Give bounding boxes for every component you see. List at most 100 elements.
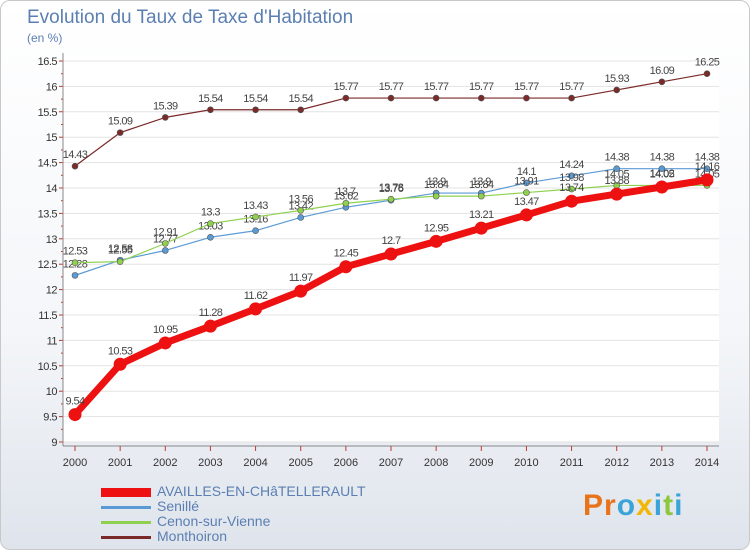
data-point [71,259,79,266]
data-point [655,180,669,194]
y-tick-label: 14 [46,183,58,195]
data-point [474,221,488,235]
y-tick-label: 11.5 [38,310,57,322]
data-label: 14.16 [695,161,720,173]
x-tick-label: 2007 [379,457,403,469]
data-label: 13.91 [514,176,539,188]
data-point [113,357,127,371]
data-label: 12.58 [108,243,133,255]
data-label: 14.05 [650,168,675,180]
data-label: 12.45 [334,248,359,260]
data-point [158,336,172,350]
data-label: 15.77 [469,81,494,93]
logo-letter: x [636,489,654,522]
data-label: 15.54 [288,93,313,105]
chart-legend: AVAILLES-EN-CHâTELLERAULT Senillé Cenon-… [101,483,401,545]
data-label: 15.93 [604,73,629,85]
data-label: 13.84 [424,179,449,191]
x-tick-label: 2005 [288,457,312,469]
y-tick-label: 13 [46,234,58,246]
logo-letter: t [663,489,675,522]
data-point [342,199,350,207]
data-label: 15.54 [198,93,223,105]
y-tick-label: 16 [46,81,58,93]
logo-letter: P [583,489,605,522]
data-point [703,165,711,172]
data-label: 13.9 [427,176,446,188]
data-label: 16.09 [650,65,675,77]
data-label: 15.77 [559,81,584,93]
data-point [161,247,169,254]
data-point [613,86,621,94]
logo-letter: o [616,489,637,522]
x-tick-label: 2009 [469,457,493,469]
legend-item: AVAILLES-EN-CHâTELLERAULT [101,483,401,500]
x-tick-label: 2008 [424,457,448,469]
data-point [207,220,214,227]
x-tick-label: 2010 [514,457,538,469]
data-label: 13.43 [243,200,268,212]
chart-subtitle: (en %) [27,31,63,45]
data-point [297,106,305,114]
legend-swatch [101,536,151,539]
legend-swatch [101,488,151,497]
data-label: 12.91 [153,226,178,238]
data-point [71,162,79,170]
y-tick-label: 9.5 [43,412,57,424]
data-point [523,94,530,102]
data-label: 14.24 [559,159,584,171]
legend-swatch [101,521,151,524]
data-point [703,70,711,77]
data-label: 13.21 [469,209,494,221]
proxiti-logo: Proxiti [583,489,683,523]
data-point [252,213,259,221]
data-label: 12.53 [63,246,88,258]
legend-item: Senillé [101,498,401,515]
data-point [387,94,395,102]
data-point [658,78,666,86]
data-label: 10.95 [153,324,178,336]
data-point [249,302,263,316]
legend-swatch [101,506,151,509]
x-tick-label: 2012 [604,457,628,469]
data-point [387,195,395,203]
data-point [116,258,124,265]
data-point [610,187,624,201]
y-tick-label: 10 [46,386,58,398]
data-label: 14.1 [517,166,536,178]
data-label: 13.56 [288,193,313,205]
data-label: 16.25 [695,57,720,69]
data-point [658,165,666,172]
y-tick-label: 10.5 [38,361,58,373]
x-tick-label: 2014 [695,457,719,469]
x-tick-label: 2006 [334,457,358,469]
y-tick-label: 12.5 [38,259,58,271]
logo-letter: i [653,489,664,522]
x-tick-label: 2004 [243,457,267,469]
data-point [568,94,575,102]
y-tick-label: 13.5 [38,208,58,220]
data-point [429,234,443,248]
data-label: 15.77 [514,81,539,93]
x-tick-label: 2003 [198,457,222,469]
legend-item: Cenon-sur-Vienne [101,513,401,530]
legend-label: Cenon-sur-Vienne [157,513,271,529]
data-label: 12.55 [108,245,133,257]
data-label: 15.39 [153,100,178,112]
data-point [568,185,575,193]
data-point [613,165,621,172]
data-label: 11.28 [199,307,223,319]
data-label: 12.95 [424,222,449,234]
data-label: 15.77 [379,81,404,93]
y-tick-label: 11 [47,335,58,347]
data-label: 14.05 [604,168,629,180]
data-label: 13.62 [334,190,359,202]
data-point [477,94,485,102]
data-label: 13.3 [201,207,220,219]
x-tick-label: 2000 [63,457,87,469]
y-tick-label: 9 [51,437,57,449]
data-point [339,260,353,274]
data-point [432,192,440,200]
data-label: 14.38 [604,152,629,164]
